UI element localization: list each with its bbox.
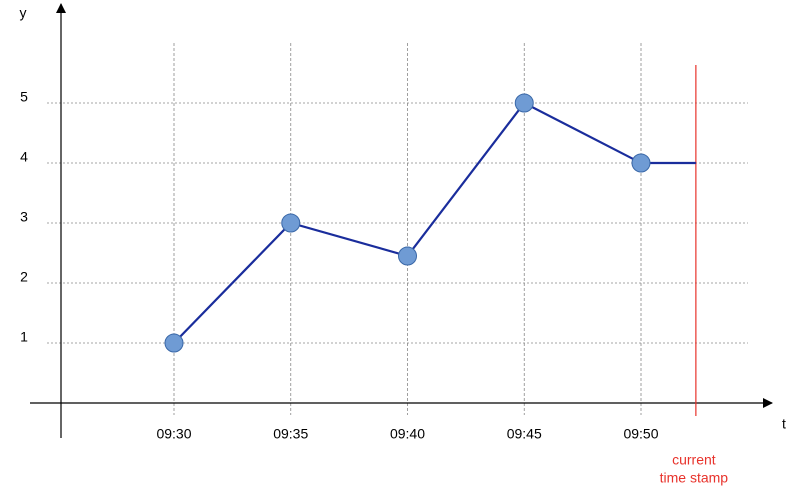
x-tick-label: 09:40 (390, 426, 425, 442)
y-tick-label: 4 (20, 149, 28, 165)
data-point (398, 246, 417, 266)
annotation-text: time stamp (660, 470, 729, 486)
y-tick-label: 2 (20, 269, 28, 285)
data-point (164, 333, 184, 353)
x-tick-label: 09:45 (507, 426, 542, 442)
data-point (631, 153, 651, 173)
x-axis-label: t (782, 416, 786, 432)
x-tick-label: 09:50 (623, 426, 658, 442)
data-point (514, 93, 534, 113)
y-tick-label: 3 (20, 209, 28, 225)
y-tick-label: 5 (20, 89, 28, 105)
annotation-text: current (672, 452, 716, 468)
grid (47, 43, 748, 415)
y-axis-label: y (20, 5, 27, 21)
x-tick-label: 09:30 (156, 426, 191, 442)
data-point (281, 213, 301, 233)
x-tick-label: 09:35 (273, 426, 308, 442)
y-tick-label: 1 (20, 329, 28, 345)
